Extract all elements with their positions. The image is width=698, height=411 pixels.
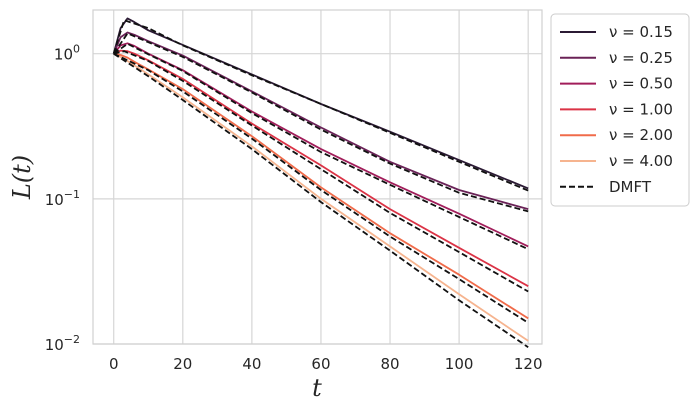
y-tick-label: 100: [54, 43, 80, 64]
x-tick-label: 0: [109, 355, 119, 373]
x-tick-label: 40: [242, 355, 261, 373]
x-tick-label: 20: [173, 355, 192, 373]
y-tick-label: 10−2: [45, 333, 80, 354]
y-tick-label: 10−1: [45, 188, 80, 209]
legend-box: [550, 13, 690, 207]
dmft-line: [112, 32, 529, 213]
x-tick-label: 120: [514, 355, 543, 373]
axes-border: [92, 9, 543, 345]
x-tick-labels: 0 20 40 60 80 100 120: [109, 355, 543, 373]
dmft-line: [113, 52, 529, 324]
legend-label: ν = 4.00: [609, 152, 673, 170]
x-axis-label: t: [312, 374, 322, 402]
legend-label: ν = 1.00: [609, 100, 673, 118]
dmft-line: [112, 19, 529, 192]
legend-label: ν = 0.25: [609, 49, 673, 67]
series-lines: [112, 17, 529, 348]
y-tick-labels: 100 10−1 10−2: [45, 43, 80, 354]
legend-label: ν = 0.15: [609, 23, 673, 41]
x-tick-label: 80: [380, 355, 399, 373]
plot-background: [93, 10, 542, 344]
series-line: [112, 31, 529, 210]
plot-frame: [92, 9, 543, 345]
dmft-line: [113, 52, 529, 348]
plot-area: [93, 10, 542, 344]
legend-label: DMFT: [609, 178, 652, 196]
dmft-line: [113, 50, 529, 293]
y-axis-label: L(t): [8, 155, 36, 200]
x-tick-label: 100: [445, 355, 474, 373]
series-line: [112, 17, 529, 190]
legend-label: ν = 2.00: [609, 126, 673, 144]
x-tick-label: 60: [311, 355, 330, 373]
legend-label: ν = 0.50: [609, 75, 673, 93]
series-line: [113, 52, 529, 320]
series-line: [113, 42, 529, 248]
legend: ν = 0.15 ν = 0.25 ν = 0.50 ν = 1.00 ν = 2.00…: [550, 13, 690, 207]
